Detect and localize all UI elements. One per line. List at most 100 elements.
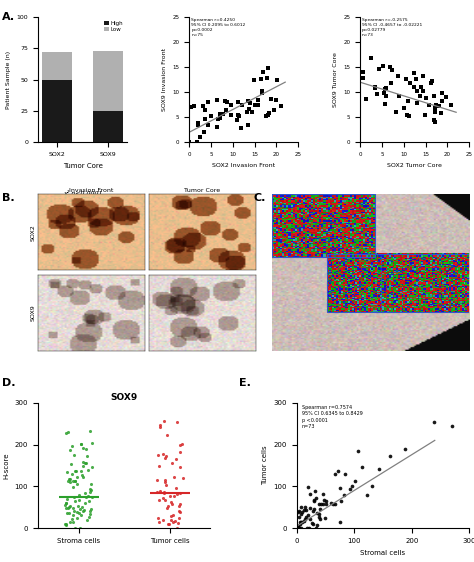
- Point: [66, 446, 74, 455]
- Point: [63, 509, 71, 518]
- Point: [371, 83, 379, 92]
- Point: [348, 482, 356, 491]
- Point: [194, 119, 202, 128]
- Point: [381, 84, 389, 93]
- Bar: [93, 51, 123, 111]
- Point: [170, 491, 177, 500]
- X-axis label: SOX2 Invasion Front: SOX2 Invasion Front: [212, 162, 275, 167]
- Point: [235, 111, 242, 120]
- Point: [431, 103, 438, 112]
- Point: [83, 515, 91, 524]
- Point: [213, 123, 221, 132]
- Point: [199, 102, 207, 111]
- Point: [306, 515, 314, 524]
- Point: [273, 96, 280, 105]
- Point: [442, 93, 449, 102]
- Point: [80, 458, 87, 467]
- Point: [401, 445, 409, 454]
- Point: [309, 520, 317, 529]
- Point: [155, 517, 163, 526]
- Point: [161, 488, 168, 497]
- Legend: High, Low: High, Low: [102, 20, 125, 33]
- Point: [69, 510, 76, 519]
- Point: [187, 102, 195, 111]
- Point: [214, 114, 222, 123]
- Point: [71, 492, 78, 501]
- Point: [381, 88, 388, 97]
- Point: [67, 460, 74, 469]
- Point: [63, 519, 70, 528]
- Point: [156, 486, 164, 495]
- Y-axis label: SOX2: SOX2: [30, 224, 35, 241]
- Point: [153, 488, 161, 497]
- Point: [168, 459, 176, 468]
- Point: [358, 462, 365, 471]
- Point: [167, 511, 175, 520]
- Point: [65, 474, 73, 483]
- Point: [64, 428, 72, 437]
- Point: [201, 115, 209, 124]
- Point: [302, 505, 310, 514]
- Point: [395, 92, 403, 101]
- Y-axis label: Patient Sample (n): Patient Sample (n): [6, 51, 11, 108]
- Point: [76, 495, 83, 504]
- Point: [172, 454, 180, 463]
- Point: [80, 506, 87, 515]
- Point: [73, 507, 81, 516]
- Point: [337, 496, 345, 505]
- Point: [177, 441, 184, 450]
- Point: [245, 97, 252, 106]
- Point: [297, 502, 305, 511]
- Point: [301, 502, 309, 511]
- Point: [334, 467, 341, 476]
- Point: [414, 98, 421, 107]
- Point: [412, 74, 420, 83]
- Point: [372, 83, 379, 92]
- Point: [179, 439, 186, 448]
- Point: [294, 507, 302, 516]
- Point: [84, 492, 91, 501]
- Point: [430, 116, 438, 125]
- Text: χ² p<0.0001: χ² p<0.0001: [63, 190, 102, 196]
- Point: [157, 423, 164, 432]
- Point: [155, 461, 163, 470]
- Point: [176, 463, 183, 472]
- Text: A.: A.: [2, 12, 16, 22]
- Point: [200, 128, 207, 137]
- Point: [264, 63, 272, 72]
- Point: [84, 452, 91, 461]
- Point: [66, 501, 74, 510]
- Point: [186, 138, 193, 147]
- Point: [299, 517, 306, 526]
- Point: [315, 509, 323, 518]
- Point: [317, 499, 325, 508]
- Point: [308, 519, 316, 528]
- Point: [388, 66, 395, 75]
- Point: [331, 470, 338, 479]
- Point: [68, 515, 75, 524]
- Point: [435, 102, 442, 111]
- Point: [81, 459, 88, 468]
- Point: [258, 88, 266, 97]
- Point: [268, 94, 275, 103]
- Point: [431, 107, 439, 116]
- Point: [78, 502, 86, 511]
- Point: [295, 524, 303, 533]
- Point: [89, 492, 96, 501]
- Point: [310, 497, 318, 506]
- Point: [154, 451, 161, 460]
- Point: [319, 490, 327, 498]
- Point: [417, 83, 424, 92]
- Point: [82, 445, 90, 454]
- Point: [301, 506, 308, 515]
- Point: [69, 477, 76, 486]
- Point: [364, 491, 371, 500]
- Point: [69, 518, 77, 527]
- Point: [82, 459, 90, 468]
- Point: [62, 498, 70, 507]
- Point: [76, 504, 83, 513]
- Point: [88, 438, 96, 447]
- Point: [248, 107, 255, 116]
- Point: [298, 508, 306, 517]
- Point: [254, 100, 262, 109]
